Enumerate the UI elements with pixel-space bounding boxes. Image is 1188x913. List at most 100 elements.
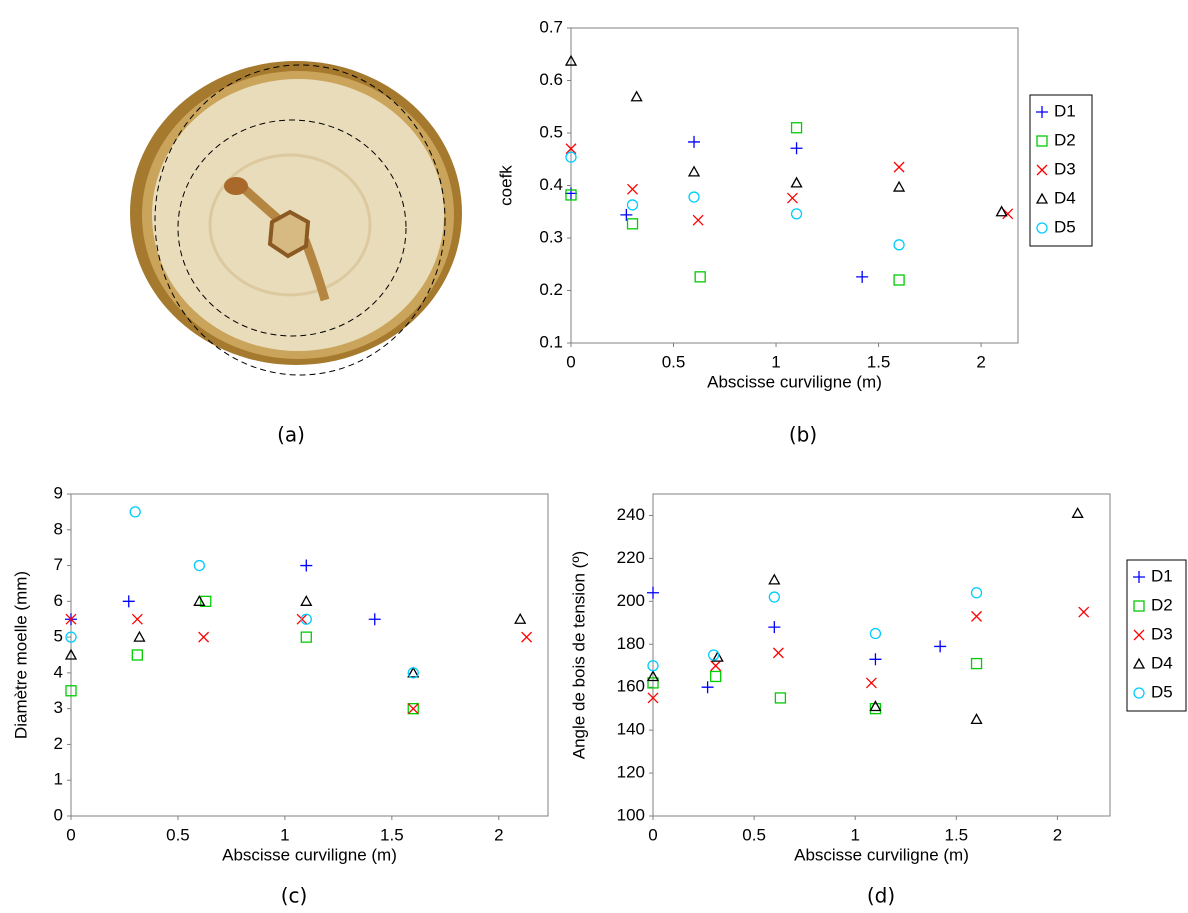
- marker-square: [131, 649, 143, 661]
- marker-cross: [772, 647, 784, 659]
- marker-triangle: [1071, 506, 1084, 518]
- marker-triangle: [687, 165, 701, 177]
- x-tick-label: 0.5: [166, 825, 190, 844]
- x-tick-label: 0: [648, 825, 657, 844]
- legend-marker: [1036, 222, 1048, 234]
- marker-plus: [647, 586, 659, 599]
- marker-plus: [122, 595, 135, 608]
- marker-square: [710, 670, 722, 683]
- marker-plus: [368, 613, 381, 626]
- caption: (a): [277, 423, 305, 447]
- growth-ring: [208, 153, 372, 297]
- legend-marker: [1133, 687, 1145, 699]
- marker-square: [565, 189, 577, 201]
- pith: [267, 209, 311, 259]
- legend-box: [1126, 559, 1187, 712]
- caption: (c): [281, 884, 308, 908]
- marker-square: [869, 703, 882, 715]
- marker-cross: [296, 613, 308, 625]
- legend-marker: [1133, 629, 1145, 641]
- y-tick-label: 0.5: [539, 122, 563, 141]
- marker-circle: [647, 660, 659, 672]
- marker-triangle: [64, 648, 78, 660]
- marker-plus: [934, 640, 947, 653]
- legend-marker: [1036, 164, 1048, 176]
- marker-triangle: [133, 630, 146, 642]
- marker-cross: [565, 143, 577, 155]
- marker-triangle: [564, 54, 578, 66]
- marker-triangle: [300, 594, 313, 606]
- y-tick-label: 200: [617, 591, 645, 610]
- legend-label: D3: [1054, 159, 1076, 178]
- y-tick-label: 0: [54, 805, 63, 824]
- legend-label: D5: [1151, 682, 1173, 701]
- legend-marker: [1133, 571, 1145, 583]
- marker-triangle: [892, 180, 906, 192]
- marker-circle: [790, 208, 803, 220]
- marker-cross: [627, 183, 638, 195]
- marker-triangle: [646, 670, 660, 682]
- y-tick-label: 180: [617, 634, 645, 653]
- marker-plus: [856, 270, 869, 283]
- wood-section-photo: [130, 61, 462, 376]
- knot: [224, 177, 248, 195]
- y-tick-label: 0.7: [539, 17, 563, 36]
- x-tick-label: 0: [66, 825, 75, 844]
- marker-plus: [768, 621, 781, 634]
- marker-circle: [893, 239, 905, 251]
- y-tick-label: 240: [617, 505, 645, 524]
- marker-cross: [131, 613, 143, 625]
- marker-circle: [768, 591, 780, 603]
- marker-triangle: [995, 205, 1008, 217]
- marker-cross: [407, 703, 419, 715]
- dashed-outline-outer: [154, 64, 446, 376]
- marker-square: [790, 122, 803, 134]
- marker-plus: [869, 653, 882, 666]
- legend-label: D4: [1054, 188, 1076, 207]
- marker-circle: [65, 631, 77, 643]
- legend-label: D2: [1151, 595, 1173, 614]
- y-tick-label: 3: [54, 698, 63, 717]
- x-axis-label: Abscisse curviligne (m): [794, 845, 969, 864]
- legend-label: D5: [1054, 217, 1076, 236]
- legend-label: D2: [1054, 130, 1076, 149]
- marker-square: [65, 685, 77, 697]
- caption: (b): [789, 423, 817, 447]
- marker-square: [407, 703, 419, 715]
- marker-square: [774, 692, 787, 704]
- y-tick-label: 120: [617, 763, 645, 782]
- marker-cross: [198, 631, 210, 643]
- y-axis-label: coefk: [496, 165, 515, 206]
- marker-square: [300, 631, 312, 643]
- marker-triangle: [790, 176, 803, 188]
- marker-cross: [1078, 606, 1090, 618]
- y-tick-label: 8: [54, 519, 63, 538]
- marker-triangle: [407, 666, 420, 678]
- marker-circle: [129, 506, 141, 518]
- y-tick-label: 0.4: [539, 175, 563, 194]
- caption: (d): [867, 884, 895, 908]
- dashed-outline-inner: [177, 119, 407, 337]
- y-tick-label: 0.2: [539, 280, 563, 299]
- plot-area: [70, 493, 549, 817]
- y-tick-label: 7: [54, 555, 63, 574]
- marker-cross: [65, 613, 77, 625]
- marker-cross: [710, 660, 722, 672]
- legend-marker: [1035, 192, 1049, 204]
- marker-cross: [865, 677, 877, 689]
- marker-square: [626, 218, 639, 230]
- y-tick-label: 0.3: [539, 227, 563, 246]
- marker-triangle: [630, 90, 643, 102]
- marker-cross: [971, 610, 982, 622]
- y-tick-label: 4: [54, 662, 63, 681]
- marker-triangle: [970, 713, 983, 725]
- x-tick-label: 1: [771, 352, 780, 371]
- marker-triangle: [193, 594, 206, 606]
- x-axis-label: Abscisse curviligne (m): [707, 372, 882, 391]
- legend-marker: [1132, 657, 1146, 669]
- marker-square: [200, 595, 212, 607]
- legend-label: D1: [1151, 566, 1173, 585]
- marker-plus: [300, 559, 313, 572]
